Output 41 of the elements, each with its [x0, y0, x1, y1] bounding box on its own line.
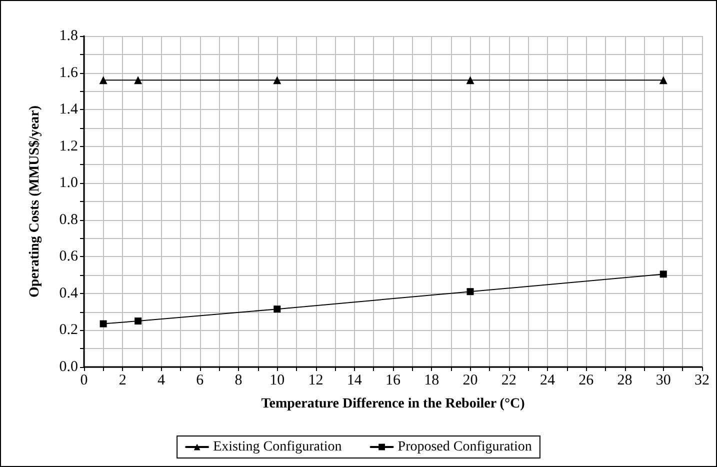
point — [660, 270, 667, 278]
x-tick-label: 12 — [308, 372, 324, 388]
y-tick-label: 1.6 — [59, 64, 78, 81]
point — [466, 76, 474, 84]
x-tick-label: 14 — [346, 372, 362, 388]
x-tick-label: 24 — [540, 372, 556, 388]
y-tick-label: 1.0 — [59, 175, 78, 192]
point — [99, 76, 108, 84]
y-tick-label: 0.4 — [59, 285, 78, 302]
legend-label: Existing Configuration — [213, 440, 342, 454]
y-axis-title: Operating Costs (MMUS$/year) — [28, 105, 42, 298]
point — [134, 318, 142, 325]
legend-label: Proposed Configuration — [398, 440, 532, 454]
x-tick-label: 22 — [501, 372, 516, 388]
point — [466, 288, 474, 296]
x-tick-label: 30 — [656, 372, 671, 388]
y-tick-label: 0.2 — [59, 322, 78, 338]
x-axis-title: Temperature Difference in the Reboiler (°C) — [261, 396, 526, 412]
point — [100, 320, 107, 328]
x-tick-label: 6 — [196, 372, 204, 388]
x-tick-label: 10 — [270, 372, 285, 388]
x-tick-label: 16 — [386, 372, 401, 388]
point — [274, 306, 281, 313]
point — [659, 76, 668, 84]
y-tick-label: 1.4 — [59, 102, 78, 118]
x-tick-label: 4 — [158, 372, 166, 388]
x-tick-label: 2 — [118, 372, 126, 388]
x-tick-label: 26 — [578, 372, 594, 388]
x-tick-label: 18 — [424, 372, 440, 388]
y-tick-label: 1.8 — [59, 28, 78, 44]
y-tick-label: 0.8 — [59, 212, 78, 228]
y-tick-label: 0.0 — [59, 359, 78, 375]
x-tick-label: 0 — [80, 372, 88, 388]
y-tick-label: 0.6 — [59, 248, 78, 265]
x-tick-label: 8 — [234, 372, 242, 388]
point — [273, 76, 282, 84]
y-tick-label: 1.2 — [59, 138, 78, 154]
x-tick-label: 28 — [617, 372, 632, 388]
x-tick-label: 20 — [462, 372, 478, 388]
x-tick-label: 32 — [694, 372, 710, 388]
point — [134, 76, 142, 84]
